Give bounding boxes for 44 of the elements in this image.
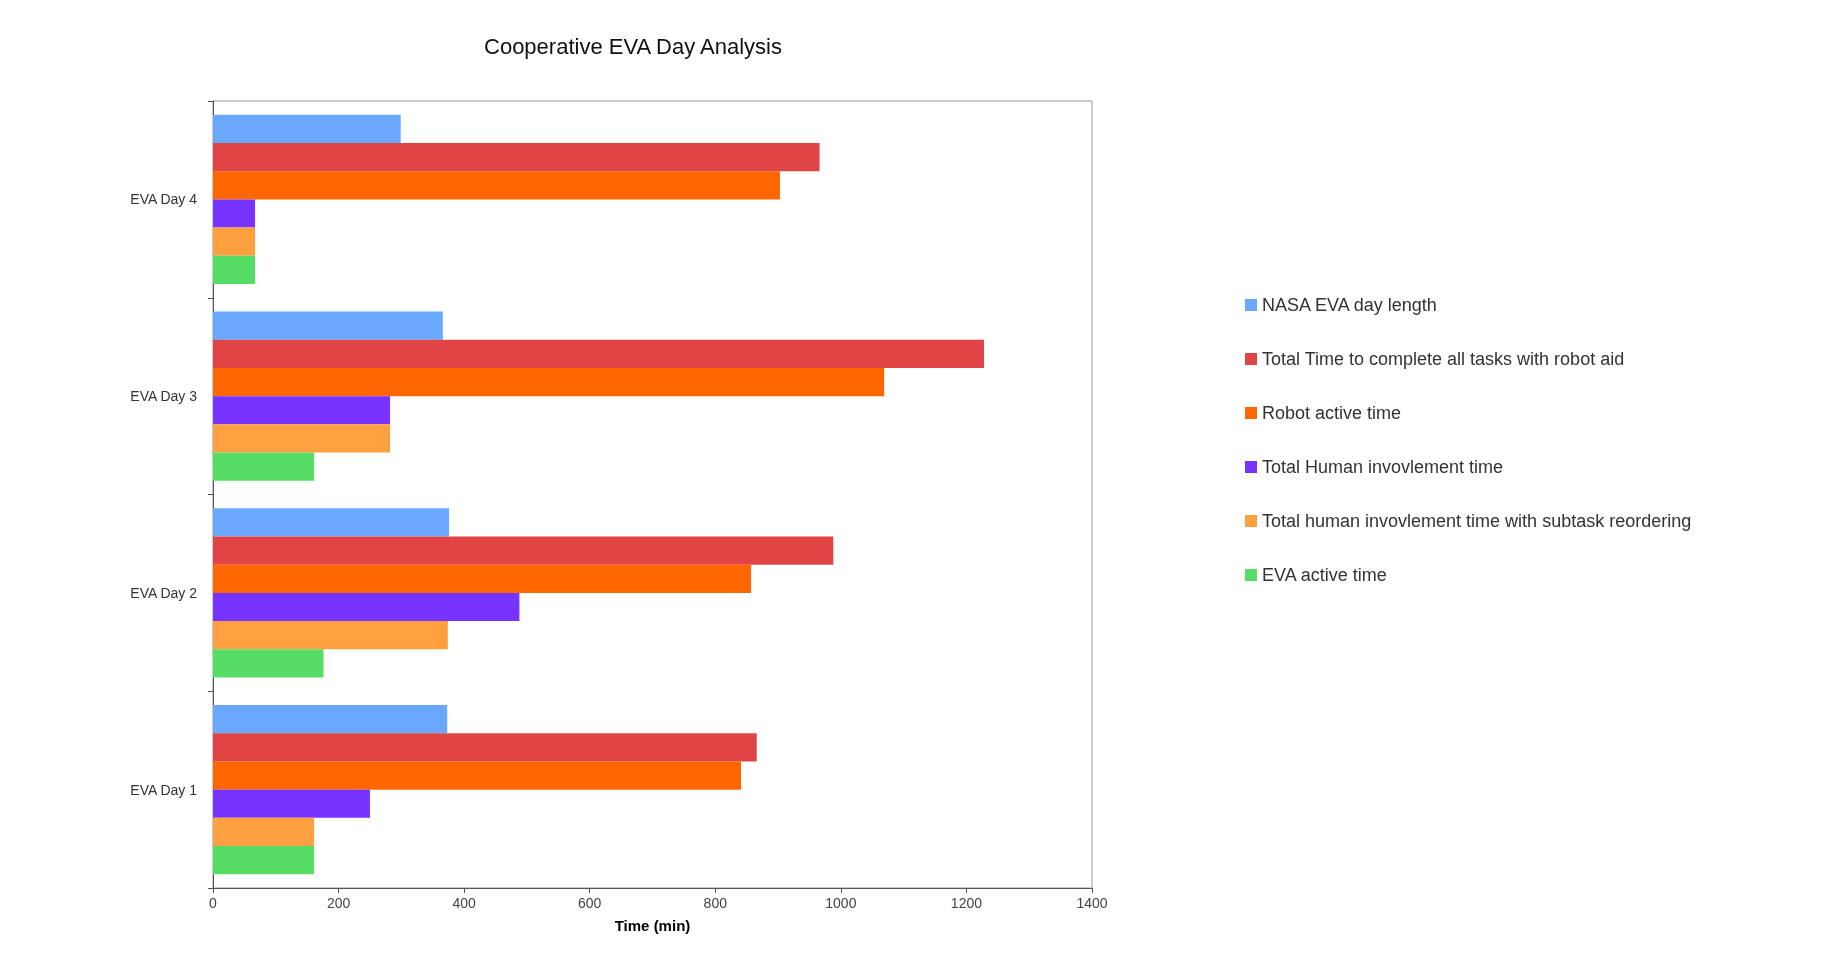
bar xyxy=(213,255,256,284)
legend-label: NASA EVA day length xyxy=(1262,295,1437,315)
bar xyxy=(213,396,391,425)
bar xyxy=(213,733,757,762)
x-tick-label: 400 xyxy=(452,895,477,911)
x-tick-label: 1400 xyxy=(1076,895,1108,911)
bar xyxy=(213,621,448,650)
chart-title: Cooperative EVA Day Analysis xyxy=(484,33,782,59)
bar xyxy=(213,339,985,368)
bar xyxy=(213,846,315,875)
legend-label: Total Human invovlement time xyxy=(1262,457,1504,477)
bar xyxy=(213,536,834,565)
bar xyxy=(213,817,315,847)
y-tick-label: EVA Day 2 xyxy=(130,584,198,601)
bar xyxy=(213,171,780,200)
x-tick-label: 200 xyxy=(326,895,351,911)
bar xyxy=(213,199,256,228)
x-tick-label: 1000 xyxy=(825,895,857,911)
x-tick-label: 0 xyxy=(209,895,218,911)
x-tick-label: 600 xyxy=(578,895,602,911)
bar xyxy=(213,592,520,622)
x-axis-title: Time (min) xyxy=(614,917,691,934)
bar xyxy=(213,705,448,734)
legend-label: Robot active time xyxy=(1262,403,1402,423)
legend-label: Total human invovlement time with subtask reordering xyxy=(1262,511,1692,531)
y-tick-label: EVA Day 4 xyxy=(130,191,198,208)
y-tick-label: EVA Day 1 xyxy=(130,781,198,798)
bar xyxy=(213,649,324,678)
bar xyxy=(213,508,450,537)
bar xyxy=(213,424,391,453)
bar xyxy=(213,789,370,818)
bar xyxy=(213,564,752,593)
y-tick-label: EVA Day 3 xyxy=(130,388,198,405)
bar xyxy=(213,311,443,340)
bar xyxy=(213,142,820,172)
bar xyxy=(213,452,315,481)
x-tick-label: 1200 xyxy=(950,895,983,911)
legend-label: Total Time to complete all tasks with robot aid xyxy=(1262,349,1625,369)
bar xyxy=(213,227,256,256)
bar xyxy=(213,761,742,790)
legend-label: EVA active time xyxy=(1262,565,1387,585)
bar xyxy=(213,367,885,397)
x-tick-label: 800 xyxy=(703,895,728,911)
bar xyxy=(213,114,401,143)
